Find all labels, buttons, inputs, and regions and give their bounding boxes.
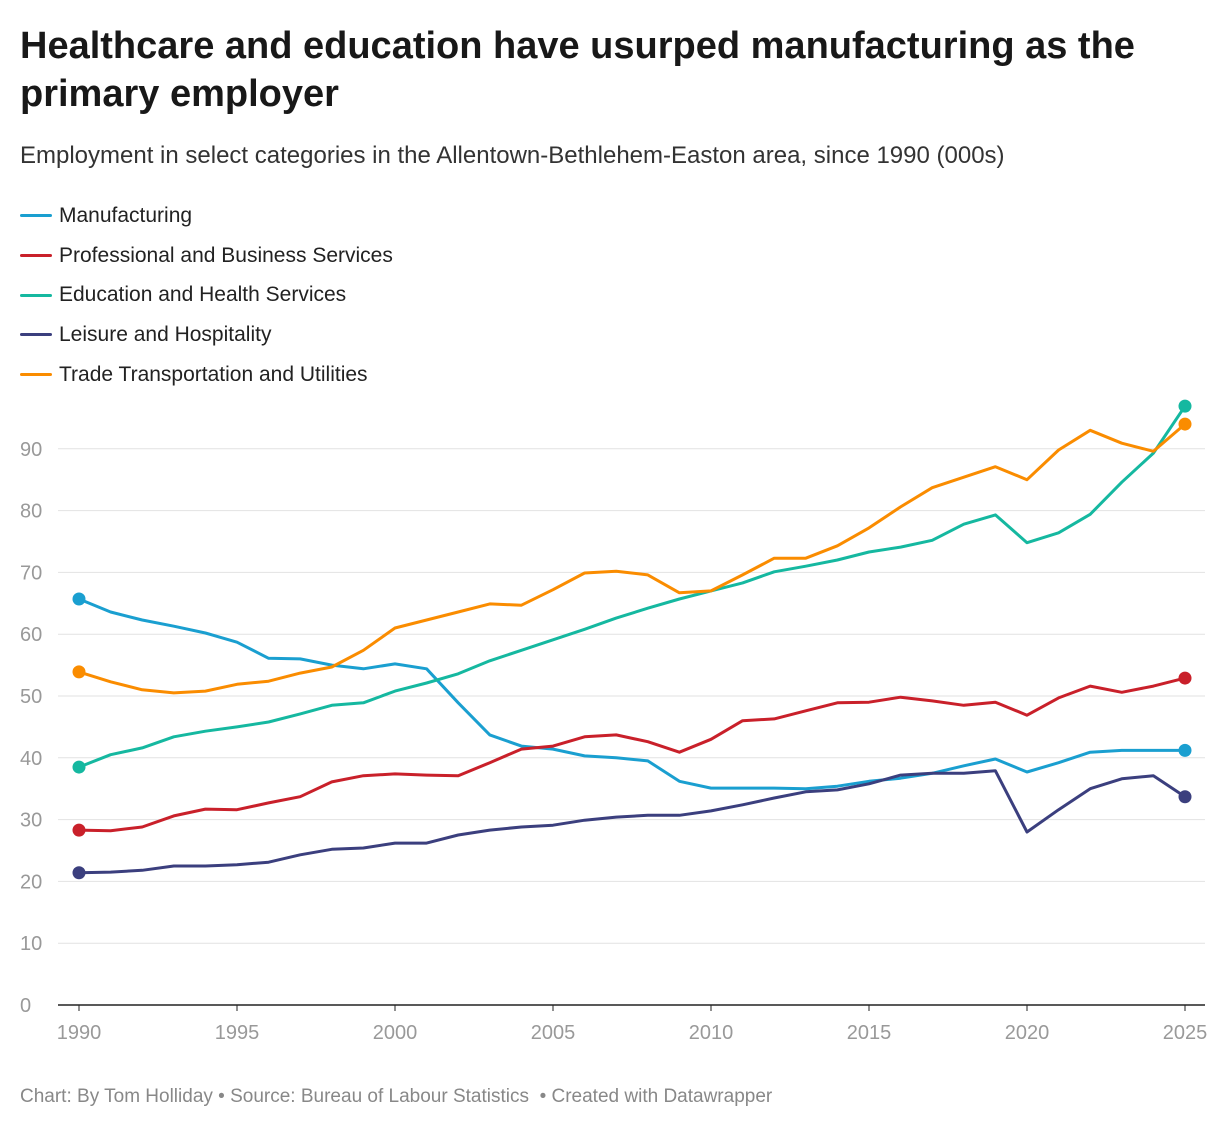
y-tick-label: 30 <box>20 810 42 832</box>
legend-item: Leisure and Hospitality <box>20 315 393 355</box>
y-tick-label: 0 <box>20 995 31 1017</box>
start-point <box>72 823 86 837</box>
x-tick-label: 2000 <box>373 1022 418 1044</box>
byline: Chart: By Tom Holliday <box>20 1086 213 1107</box>
legend: Manufacturing Professional and Business S… <box>20 196 393 394</box>
x-tick-label: 2005 <box>531 1022 576 1044</box>
y-tick-label: 80 <box>20 501 42 523</box>
series-line-trade-transportation-and-utilities <box>78 422 1186 695</box>
chart-title: Healthcare and education have usurped ma… <box>20 25 1135 115</box>
x-tick-label: 2025 <box>1163 1022 1208 1044</box>
legend-item: Professional and Business Services <box>20 236 393 276</box>
x-tick-label: 1990 <box>57 1022 102 1044</box>
legend-label: Leisure and Hospitality <box>59 322 272 346</box>
separator: • <box>539 1086 547 1107</box>
legend-swatch <box>20 214 52 218</box>
x-tick-label: 2015 <box>847 1022 892 1044</box>
legend-swatch <box>20 373 52 377</box>
y-tick-label: 60 <box>20 624 42 646</box>
end-point <box>1178 417 1192 431</box>
legend-item: Education and Health Services <box>20 275 393 315</box>
legend-label: Professional and Business Services <box>59 243 393 267</box>
x-tick-label: 2020 <box>1005 1022 1050 1044</box>
legend-label: Manufacturing <box>59 203 193 227</box>
y-tick-label: 20 <box>20 871 42 893</box>
legend-swatch <box>20 254 52 258</box>
datawrapper-credit[interactable]: Created with Datawrapper <box>551 1086 773 1107</box>
x-tick-label: 2010 <box>689 1022 734 1044</box>
legend-swatch <box>20 293 52 297</box>
end-point <box>1178 399 1192 413</box>
series-line-leisure-and-hospitality <box>78 769 1186 875</box>
y-tick-label: 70 <box>20 562 42 584</box>
start-point <box>72 592 86 606</box>
start-point <box>72 866 86 880</box>
legend-item: Manufacturing <box>20 196 393 236</box>
footer: Chart: By Tom Holliday • Source: Bureau … <box>20 1086 772 1108</box>
y-tick-label: 10 <box>20 933 42 955</box>
end-point <box>1178 743 1192 757</box>
legend-item: Trade Transportation and Utilities <box>20 355 393 395</box>
legend-swatch <box>20 333 52 337</box>
chart-subtitle: Employment in select categories in the A… <box>20 142 1005 169</box>
source-text: Source: Bureau of Labour Statistics <box>230 1086 529 1107</box>
y-tick-label: 50 <box>20 686 42 708</box>
y-tick-label: 40 <box>20 748 42 770</box>
y-tick-label: 90 <box>20 439 42 461</box>
series-line-education-and-health-services <box>78 405 1187 769</box>
end-point <box>1178 790 1192 804</box>
legend-label: Education and Health Services <box>59 283 347 307</box>
legend-label: Trade Transportation and Utilities <box>59 362 368 386</box>
x-tick-label: 1995 <box>215 1022 260 1044</box>
start-point <box>72 760 86 774</box>
separator: • <box>218 1086 225 1107</box>
start-point <box>72 665 86 679</box>
series-line-manufacturing <box>78 597 1185 791</box>
end-point <box>1178 671 1192 685</box>
series-line-professional-and-business-services <box>78 676 1186 833</box>
